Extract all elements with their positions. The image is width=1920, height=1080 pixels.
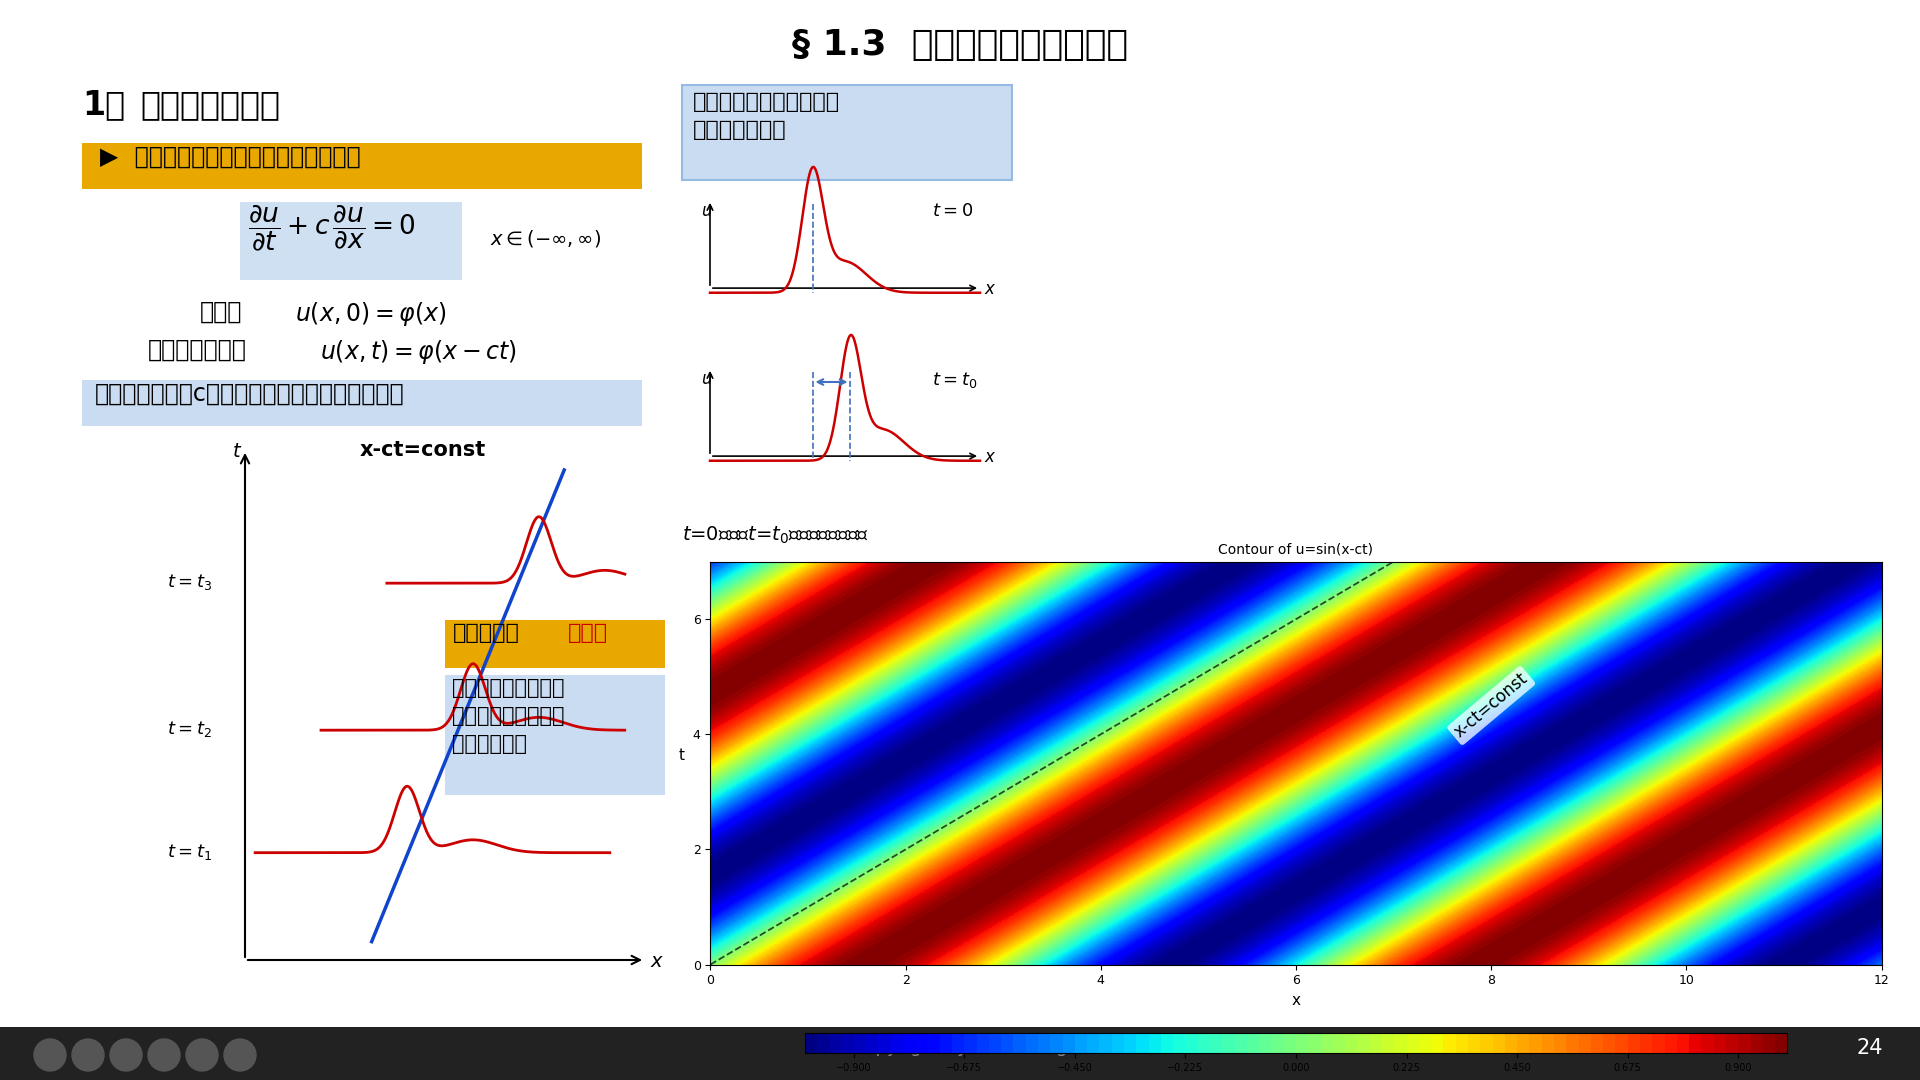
Bar: [445, 675, 664, 795]
Text: 基本概念：椭圆型、双曲: 基本概念：椭圆型、双曲: [693, 92, 841, 112]
Text: 型、抛物型方程: 型、抛物型方程: [693, 120, 787, 140]
Text: $t=t_2$: $t=t_2$: [167, 719, 211, 739]
Text: $u(x,0)=\varphi(x)$: $u(x,0)=\varphi(x)$: [296, 300, 447, 328]
Circle shape: [109, 1039, 142, 1071]
Text: $x$: $x$: [983, 280, 996, 298]
Text: 方程的精确解：: 方程的精确解：: [148, 338, 248, 362]
Text: $t=0$: $t=0$: [931, 202, 973, 220]
Text: $u$: $u$: [701, 370, 712, 388]
Text: $t$=0时刻与$t$=$t_0$时刻物理量的分布: $t$=0时刻与$t$=$t_0$时刻物理量的分布: [682, 525, 870, 546]
Text: 自变量空间的一条曲: 自变量空间的一条曲: [451, 678, 564, 698]
Text: ▶  （常用）特例：常系数线性单波方程: ▶ （常用）特例：常系数线性单波方程: [100, 145, 361, 168]
Text: Copyright by Li Xinliang: Copyright by Li Xinliang: [852, 1038, 1068, 1056]
Text: x-ct=const: x-ct=const: [1452, 670, 1532, 741]
Bar: [83, 380, 641, 426]
X-axis label: x: x: [1292, 993, 1300, 1008]
Circle shape: [225, 1039, 255, 1071]
Text: $x$: $x$: [983, 448, 996, 467]
Text: $x$: $x$: [651, 951, 664, 971]
Bar: [445, 620, 664, 669]
Circle shape: [186, 1039, 219, 1071]
Y-axis label: t: t: [678, 748, 685, 764]
Text: 24: 24: [1857, 1038, 1884, 1058]
Circle shape: [148, 1039, 180, 1071]
Text: § 1.3  偏微方程的分类及特征: § 1.3 偏微方程的分类及特征: [791, 28, 1129, 62]
Text: $\dfrac{\partial u}{\partial t}+c\,\dfrac{\partial u}{\partial x}=0$: $\dfrac{\partial u}{\partial t}+c\,\dfra…: [248, 204, 417, 254]
Text: 特征线: 特征线: [568, 623, 609, 643]
Circle shape: [35, 1039, 65, 1071]
Text: $t=t_0$: $t=t_0$: [931, 370, 977, 390]
Text: $t=t_1$: $t=t_1$: [167, 841, 211, 862]
Bar: [83, 143, 641, 189]
Bar: [0, 1027, 1920, 1080]
Text: x-ct=const: x-ct=const: [361, 440, 486, 460]
Text: $u$: $u$: [701, 202, 712, 220]
Text: 的方程可简化: 的方程可简化: [451, 734, 526, 754]
Bar: [240, 202, 463, 280]
Text: $x\in(-\infty,\infty)$: $x\in(-\infty,\infty)$: [490, 228, 601, 249]
Text: $t$: $t$: [232, 442, 242, 461]
Text: 线，该曲线上物理量: 线，该曲线上物理量: [451, 706, 564, 726]
Text: 初值：: 初值：: [200, 300, 242, 324]
Text: 一阶偏微分方程: 一阶偏微分方程: [140, 87, 280, 121]
Text: $u(x,t)=\varphi(x-ct)$: $u(x,t)=\varphi(x-ct)$: [321, 338, 516, 366]
Text: $t=t_3$: $t=t_3$: [167, 572, 213, 592]
Text: 1．: 1．: [83, 87, 125, 121]
Circle shape: [73, 1039, 104, 1071]
Text: 含义：以常速度c向右传播。波形，振幅保持不变: 含义：以常速度c向右传播。波形，振幅保持不变: [94, 382, 405, 406]
Bar: [682, 85, 1012, 180]
Text: 重要概念：: 重要概念：: [453, 623, 520, 643]
Title: Contour of u=sin(x-ct): Contour of u=sin(x-ct): [1219, 542, 1373, 556]
